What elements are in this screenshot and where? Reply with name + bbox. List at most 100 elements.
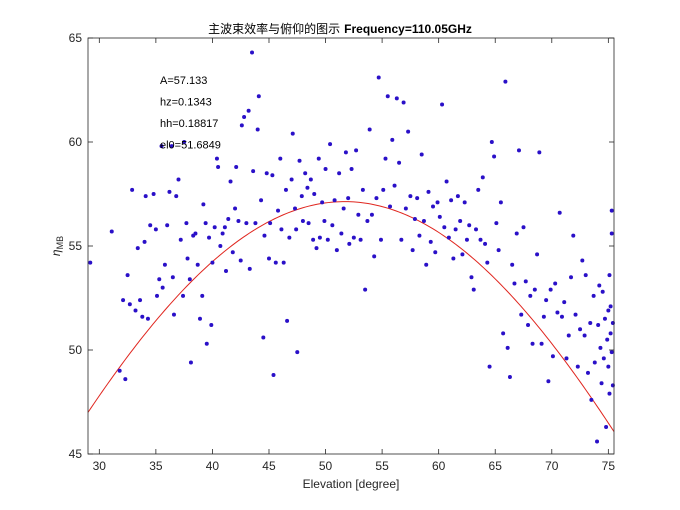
data-point: [247, 266, 252, 271]
data-point: [592, 360, 597, 365]
data-point: [575, 364, 580, 369]
data-point: [242, 115, 247, 120]
data-point: [578, 327, 583, 332]
data-point: [530, 341, 535, 346]
data-point: [424, 262, 429, 267]
fit-parameter-label: hh=0.18817: [160, 118, 218, 130]
data-point: [138, 298, 143, 303]
data-point: [503, 79, 508, 84]
data-point: [295, 350, 300, 355]
data-point: [148, 223, 153, 228]
data-point: [372, 254, 377, 259]
data-point: [289, 177, 294, 182]
data-point: [343, 150, 348, 155]
data-point: [349, 167, 354, 172]
data-point: [595, 439, 600, 444]
data-point: [234, 164, 239, 169]
data-point: [197, 316, 202, 321]
x-axis-ticks: 30 35 40 45 50 55 60 65 70 75: [93, 38, 615, 473]
data-point: [209, 323, 214, 328]
data-point: [569, 275, 574, 280]
data-point: [142, 239, 147, 244]
data-point: [224, 268, 228, 273]
data-point: [485, 260, 490, 265]
data-point: [251, 169, 256, 174]
data-point: [606, 364, 611, 369]
data-point: [322, 219, 327, 224]
data-point: [464, 237, 469, 242]
x-tick-label: 45: [262, 459, 276, 473]
data-point: [117, 368, 122, 373]
data-point: [337, 171, 342, 176]
data-point: [259, 198, 264, 203]
data-point: [207, 235, 212, 240]
data-point: [356, 212, 361, 217]
data-point: [155, 293, 159, 298]
plot-area: [88, 38, 614, 454]
data-point: [293, 206, 298, 211]
data-point: [566, 333, 571, 338]
data-point: [246, 108, 251, 113]
data-point: [483, 241, 488, 246]
data-point: [609, 208, 614, 213]
x-tick-label: 50: [319, 459, 333, 473]
data-point: [440, 102, 445, 107]
data-point: [200, 293, 205, 298]
data-point: [167, 189, 172, 194]
data-point: [203, 221, 208, 226]
data-point: [546, 379, 551, 384]
data-point: [273, 260, 278, 265]
data-point: [521, 225, 526, 230]
data-point: [185, 256, 190, 261]
data-point: [238, 258, 243, 263]
data-point: [220, 231, 225, 236]
data-point: [376, 75, 381, 80]
data-point: [127, 302, 132, 307]
data-point: [276, 208, 281, 213]
data-point: [433, 250, 438, 255]
data-point: [589, 397, 594, 402]
data-point: [559, 314, 564, 319]
data-point: [562, 300, 567, 305]
data-point: [606, 308, 611, 313]
data-point: [123, 377, 128, 382]
data-point: [299, 194, 304, 199]
data-point: [279, 227, 284, 232]
y-tick-label: 65: [69, 31, 83, 45]
data-point: [573, 312, 578, 317]
data-point: [281, 260, 286, 265]
data-point: [601, 356, 606, 361]
data-point: [367, 127, 372, 132]
data-point: [305, 185, 310, 190]
data-point: [381, 187, 386, 192]
data-point: [417, 233, 422, 238]
data-point: [415, 196, 420, 201]
data-point: [496, 248, 501, 253]
x-tick-label: 30: [93, 459, 107, 473]
chart-title: 主波束效率与俯仰的图示 Frequency=110.05GHz: [208, 21, 472, 36]
data-point: [233, 206, 238, 211]
data-point: [437, 214, 442, 219]
data-point: [460, 252, 465, 257]
data-point: [204, 341, 209, 346]
data-point: [453, 227, 458, 232]
data-point: [435, 200, 440, 205]
data-point: [462, 200, 467, 205]
data-point: [469, 275, 474, 280]
data-point: [608, 304, 613, 309]
data-point: [507, 375, 512, 380]
data-point: [287, 235, 292, 240]
data-point: [109, 229, 114, 234]
data-point: [564, 356, 569, 361]
data-point: [541, 314, 546, 319]
data-point: [537, 150, 542, 155]
fit-parameter-label: hz=0.1343: [160, 97, 212, 109]
data-point: [458, 219, 463, 224]
data-point: [268, 221, 273, 226]
data-point: [351, 235, 356, 240]
data-point: [176, 177, 181, 182]
data-point: [431, 204, 436, 209]
data-point: [339, 231, 344, 236]
data-point: [303, 171, 308, 176]
